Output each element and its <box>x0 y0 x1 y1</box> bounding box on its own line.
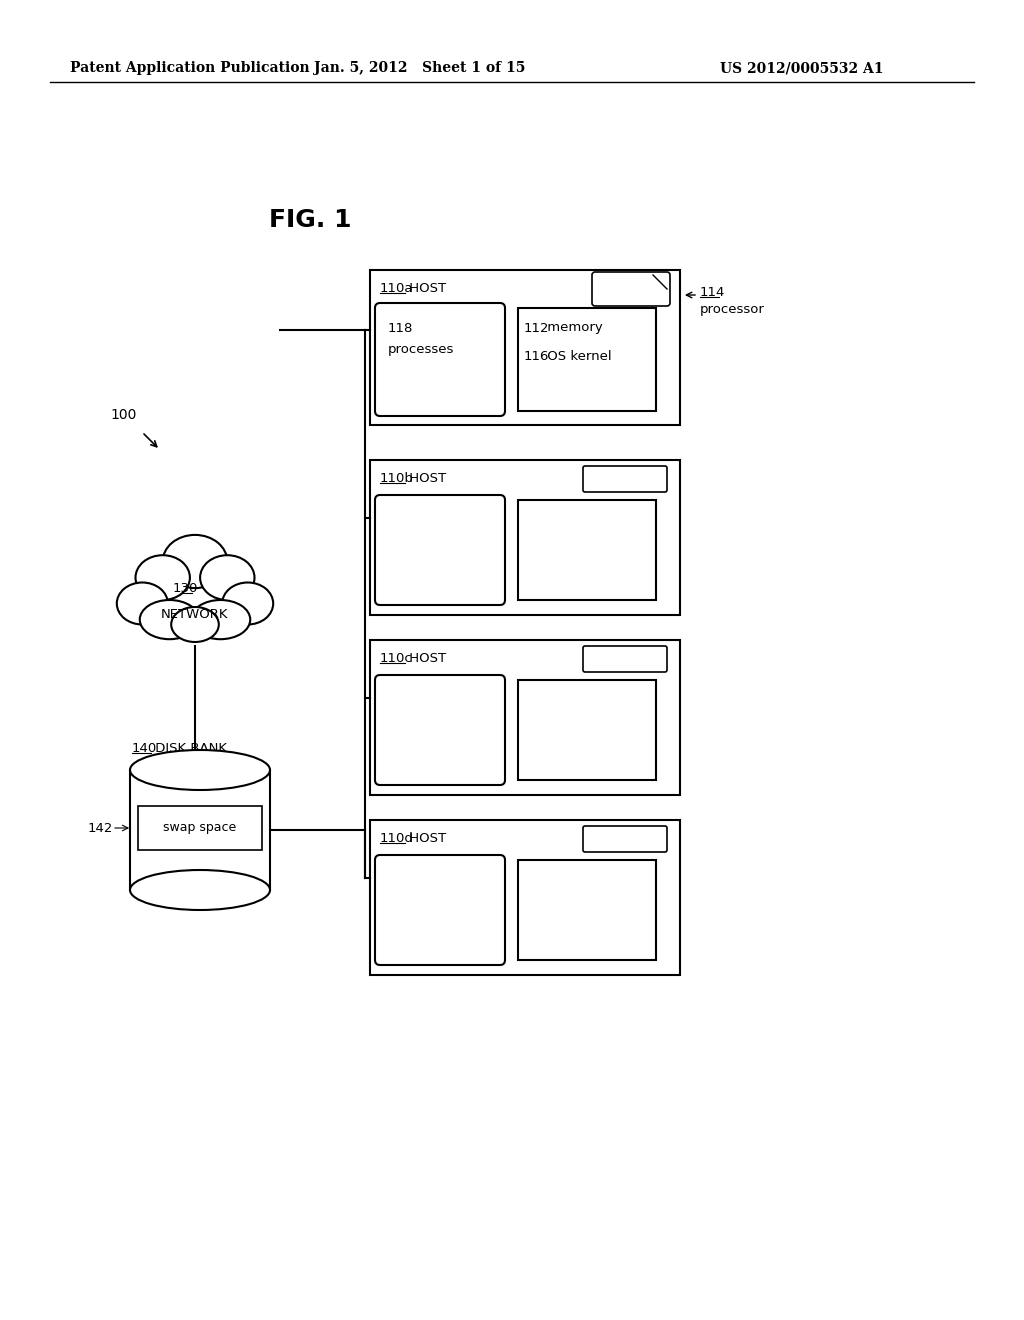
Text: HOST: HOST <box>404 652 445 664</box>
FancyBboxPatch shape <box>583 645 667 672</box>
FancyBboxPatch shape <box>375 675 505 785</box>
Text: 110d: 110d <box>380 832 414 845</box>
Bar <box>370 459 680 615</box>
Text: HOST: HOST <box>404 281 445 294</box>
Text: Jan. 5, 2012   Sheet 1 of 15: Jan. 5, 2012 Sheet 1 of 15 <box>314 61 525 75</box>
Text: 110b: 110b <box>380 471 414 484</box>
Text: 100: 100 <box>110 408 136 422</box>
FancyBboxPatch shape <box>583 826 667 851</box>
Text: processor: processor <box>700 304 765 317</box>
Bar <box>370 271 680 425</box>
Bar <box>370 820 680 975</box>
Ellipse shape <box>171 607 219 642</box>
Text: Patent Application Publication: Patent Application Publication <box>70 61 309 75</box>
Ellipse shape <box>117 582 168 624</box>
Text: DISK BANK: DISK BANK <box>151 742 226 755</box>
Text: processes: processes <box>388 343 455 356</box>
Bar <box>130 770 270 890</box>
Text: OS kernel: OS kernel <box>543 350 611 363</box>
Text: HOST: HOST <box>404 832 445 845</box>
Bar <box>138 807 262 850</box>
Text: 116: 116 <box>524 350 549 363</box>
Text: 114: 114 <box>700 285 725 298</box>
Bar <box>518 861 656 960</box>
Text: 130: 130 <box>173 582 199 594</box>
Text: HOST: HOST <box>404 471 445 484</box>
Ellipse shape <box>135 556 189 601</box>
Bar <box>518 680 656 780</box>
Text: FIG. 1: FIG. 1 <box>268 209 351 232</box>
FancyBboxPatch shape <box>592 272 670 306</box>
Text: 110a: 110a <box>380 281 414 294</box>
Text: US 2012/0005532 A1: US 2012/0005532 A1 <box>720 61 884 75</box>
Text: NETWORK: NETWORK <box>161 607 228 620</box>
Text: 112: 112 <box>524 322 550 334</box>
Ellipse shape <box>130 870 270 909</box>
Text: 110c: 110c <box>380 652 413 664</box>
Text: memory: memory <box>543 322 602 334</box>
Ellipse shape <box>200 556 255 601</box>
Bar <box>370 640 680 795</box>
Ellipse shape <box>190 601 250 639</box>
Text: 140: 140 <box>132 742 158 755</box>
Bar <box>518 500 656 601</box>
Text: 142: 142 <box>88 821 114 834</box>
Ellipse shape <box>139 601 200 639</box>
Bar <box>518 308 656 411</box>
Ellipse shape <box>222 582 273 624</box>
FancyBboxPatch shape <box>375 495 505 605</box>
Text: 118: 118 <box>388 322 414 334</box>
FancyBboxPatch shape <box>375 304 505 416</box>
Ellipse shape <box>163 535 227 589</box>
FancyBboxPatch shape <box>375 855 505 965</box>
FancyBboxPatch shape <box>583 466 667 492</box>
Text: swap space: swap space <box>164 821 237 834</box>
Ellipse shape <box>130 750 270 789</box>
